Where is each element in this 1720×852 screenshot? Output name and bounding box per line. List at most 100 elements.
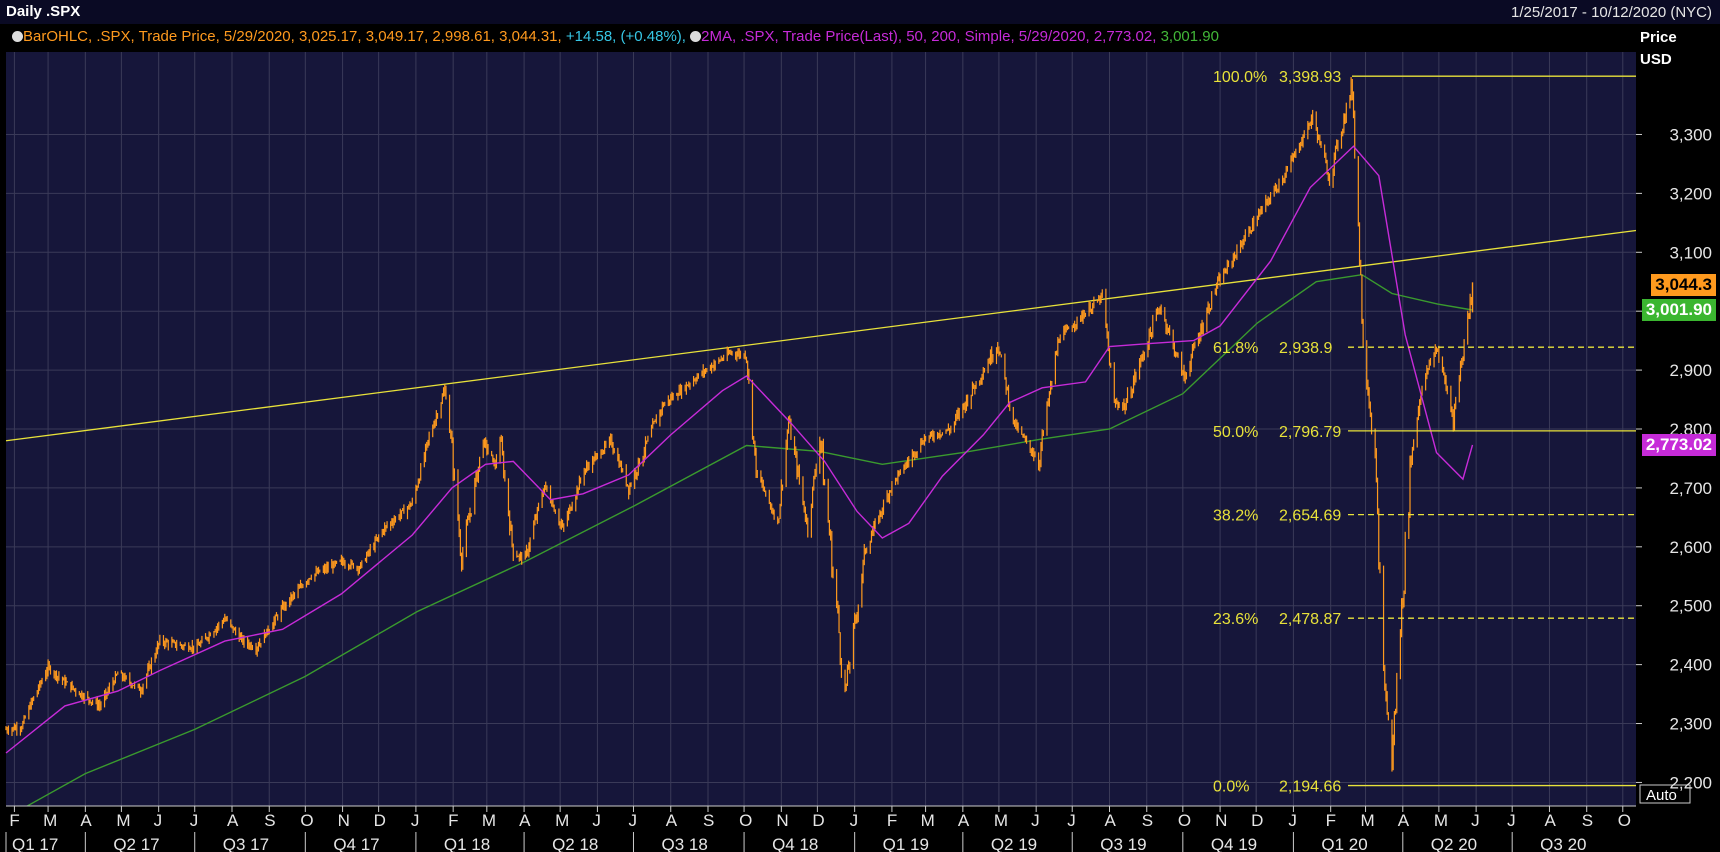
chart-grid — [6, 52, 1636, 806]
quarter-label: Q3 19 — [1100, 835, 1146, 852]
month-label: O — [739, 811, 752, 830]
ma50-price-tag: 2,773.02 — [1641, 433, 1716, 456]
month-label: J — [850, 811, 859, 830]
y-tick-label: 2,700 — [1669, 479, 1712, 498]
last-price-tag: 3,044.3 — [1651, 274, 1716, 297]
month-label: S — [1582, 811, 1593, 830]
quarter-label: Q3 17 — [223, 835, 269, 852]
month-label: J — [1507, 811, 1516, 830]
quarter-label: Q2 20 — [1431, 835, 1477, 852]
month-label: J — [592, 811, 601, 830]
ma200-layer — [5, 273, 1473, 819]
trendline-layer — [5, 229, 1637, 442]
ma200-line — [5, 273, 1473, 819]
month-label: A — [227, 811, 239, 830]
y-tick-label: 3,100 — [1669, 243, 1712, 262]
y-tick-label: 2,900 — [1669, 361, 1712, 380]
y-tick-label: 3,300 — [1669, 125, 1712, 144]
bar-change-text: +14.58, (+0.48%), — [565, 28, 686, 45]
month-label: D — [374, 811, 386, 830]
y-tick-label: 2,200 — [1669, 773, 1712, 792]
y-tick-label: 2,500 — [1669, 597, 1712, 616]
fib-level-value: 2,796.79 — [1279, 424, 1341, 441]
month-label: N — [338, 811, 350, 830]
month-label: D — [812, 811, 824, 830]
month-label: M — [921, 811, 935, 830]
month-label: J — [628, 811, 637, 830]
month-label: A — [666, 811, 678, 830]
quarter-label: Q1 18 — [444, 835, 490, 852]
ma200-legend-value: 3,001.90 — [1160, 28, 1219, 45]
currency-label: USD — [1640, 51, 1672, 68]
month-label: N — [776, 811, 788, 830]
chart-header: Daily .SPX 1/25/2017 - 10/12/2020 (NYC) — [0, 0, 1720, 24]
fib-level-pct: 50.0% — [1213, 424, 1258, 441]
month-label: A — [1104, 811, 1116, 830]
auto-scale-button — [1639, 784, 1691, 804]
month-label: J — [1067, 811, 1076, 830]
month-label: J — [190, 811, 199, 830]
month-label: A — [1398, 811, 1410, 830]
quarter-label: Q2 19 — [991, 835, 1037, 852]
month-label: O — [300, 811, 313, 830]
month-label: M — [116, 811, 130, 830]
month-label: S — [264, 811, 275, 830]
quarter-label: Q4 18 — [772, 835, 818, 852]
clock-icon[interactable] — [12, 31, 23, 42]
month-label: D — [1251, 811, 1263, 830]
bar-study-legend[interactable]: BarOHLC, .SPX, Trade Price, 5/29/2020, 3… — [23, 28, 562, 45]
month-label: M — [1434, 811, 1448, 830]
month-label: J — [154, 811, 163, 830]
fib-level-pct: 38.2% — [1213, 508, 1258, 525]
ma50-line — [5, 145, 1474, 754]
quarter-label: Q1 19 — [883, 835, 929, 852]
month-label: S — [1142, 811, 1153, 830]
fib-level-pct: 100.0% — [1213, 69, 1267, 86]
ma-study-legend[interactable]: 2MA, .SPX, Trade Price(Last), 50, 200, S… — [701, 28, 1157, 45]
quarter-label: Q2 17 — [113, 835, 159, 852]
fibonacci-layer: 100.0% 3,398.93 61.8% 2,938.9 50.0% 2,796.79 3… — [1213, 69, 1636, 796]
month-label: M — [994, 811, 1008, 830]
y-tick-label: 2,400 — [1669, 656, 1712, 675]
y-tick-label: 3,200 — [1669, 184, 1712, 203]
month-label: J — [1031, 811, 1040, 830]
quarter-label: Q2 18 — [552, 835, 598, 852]
chart-title: Daily .SPX — [6, 3, 81, 20]
quarter-label: Q3 20 — [1540, 835, 1586, 852]
month-label: O — [1178, 811, 1191, 830]
fib-level-value: 3,398.93 — [1279, 69, 1341, 86]
fib-level-value: 2,938.9 — [1279, 340, 1332, 357]
quarter-label: Q3 18 — [661, 835, 707, 852]
month-label: M — [482, 811, 496, 830]
month-label: A — [958, 811, 970, 830]
month-label: M — [555, 811, 569, 830]
month-label: N — [1215, 811, 1227, 830]
month-label: J — [1471, 811, 1480, 830]
price-axis-label: Price — [1640, 29, 1677, 46]
quarter-label: Q1 17 — [12, 835, 58, 852]
clock-icon[interactable] — [690, 31, 702, 42]
month-label: S — [703, 811, 714, 830]
ma50-layer — [5, 145, 1474, 754]
study-legend: BarOHLC, .SPX, Trade Price, 5/29/2020, 3… — [12, 28, 1219, 48]
month-label: J — [411, 811, 420, 830]
month-label: O — [1618, 811, 1631, 830]
y-tick-label: 2,300 — [1669, 715, 1712, 734]
fib-level-value: 2,654.69 — [1279, 508, 1341, 525]
month-label: A — [1544, 811, 1556, 830]
fib-level-value: 2,478.87 — [1279, 611, 1341, 628]
month-label: F — [9, 811, 19, 830]
quarter-label: Q1 20 — [1321, 835, 1367, 852]
date-range[interactable]: 1/25/2017 - 10/12/2020 (NYC) — [1511, 4, 1712, 21]
y-tick-label: 2,600 — [1669, 538, 1712, 557]
month-label: F — [1326, 811, 1336, 830]
price-bars-layer — [5, 77, 1474, 772]
ma200-price-tag: 3,001.90 — [1641, 299, 1716, 322]
price-axis-strip — [1636, 24, 1720, 814]
resistance-trendline — [5, 229, 1637, 442]
quarter-label: Q4 19 — [1211, 835, 1257, 852]
fib-level-pct: 0.0% — [1213, 779, 1249, 796]
month-label: A — [519, 811, 531, 830]
